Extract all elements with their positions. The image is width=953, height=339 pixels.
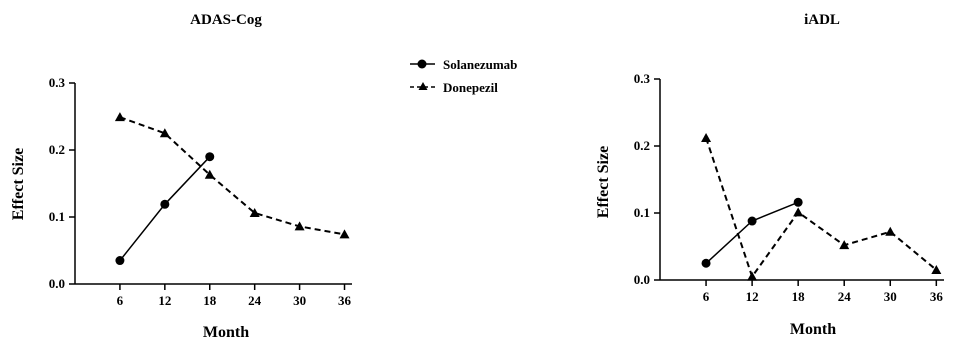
chart-title: iADL <box>804 12 840 28</box>
data-point-donepezil <box>249 207 260 217</box>
data-point-donepezil <box>114 112 125 122</box>
x-tick-label: 24 <box>248 293 262 308</box>
x-tick-label: 36 <box>930 289 944 304</box>
x-tick-label: 18 <box>203 293 217 308</box>
data-point-donepezil <box>339 229 350 239</box>
data-point-donepezil <box>793 207 804 217</box>
y-tick-label: 0.0 <box>634 272 650 287</box>
y-tick-label: 0.3 <box>634 71 651 86</box>
series-line-donepezil <box>119 116 345 236</box>
data-point-solanezumab <box>701 258 711 268</box>
data-point-solanezumab <box>160 199 170 209</box>
legend-label: Solanezumab <box>443 57 517 72</box>
x-tick-label: 36 <box>338 293 352 308</box>
data-point-donepezil <box>839 240 850 250</box>
data-point-donepezil <box>931 264 942 274</box>
data-point-solanezumab <box>747 216 757 226</box>
legend-triangle-marker <box>418 82 428 90</box>
data-point-solanezumab <box>793 197 803 207</box>
legend-label: Donepezil <box>443 80 498 95</box>
x-tick-label: 18 <box>792 289 806 304</box>
chart-iadl: iADL Month Effect Size 0.0 0.1 0.2 0.3 6 12 18… <box>595 12 944 338</box>
x-tick-label: 12 <box>158 293 171 308</box>
legend-circle-marker <box>417 59 427 69</box>
data-point-donepezil <box>294 221 305 231</box>
y-tick-label: 0.1 <box>49 209 65 224</box>
chart-adas-cog: ADAS-Cog Month Effect Size 0.0 0.1 0.2 0.3 6… <box>10 12 352 339</box>
data-point-donepezil <box>159 128 170 138</box>
data-point-solanezumab <box>115 256 125 266</box>
chart-title: ADAS-Cog <box>190 12 262 28</box>
x-tick-label: 24 <box>838 289 852 304</box>
y-tick-label: 0.3 <box>49 75 66 90</box>
x-axis-label: Month <box>790 321 836 338</box>
y-tick-label: 0.1 <box>634 205 650 220</box>
legend: Solanezumab Donepezil <box>410 57 517 95</box>
data-point-donepezil <box>885 226 896 236</box>
legend-entry-solanezumab: Solanezumab <box>410 57 517 72</box>
y-tick-label: 0.0 <box>49 276 65 291</box>
y-tick-label: 0.2 <box>49 142 65 157</box>
legend-entry-donepezil: Donepezil <box>410 80 498 95</box>
x-tick-label: 6 <box>117 293 124 308</box>
y-axis-label: Effect Size <box>10 148 27 220</box>
data-point-donepezil <box>204 169 215 179</box>
y-tick-label: 0.2 <box>634 138 650 153</box>
x-tick-label: 30 <box>293 293 306 308</box>
y-axis-label: Effect Size <box>595 146 612 218</box>
data-point-donepezil <box>747 271 758 281</box>
data-point-solanezumab <box>205 152 215 162</box>
x-tick-label: 30 <box>884 289 897 304</box>
data-point-donepezil <box>701 132 712 142</box>
x-tick-label: 12 <box>746 289 759 304</box>
x-tick-label: 6 <box>703 289 710 304</box>
series-line-donepezil <box>705 137 937 279</box>
x-axis-label: Month <box>203 324 249 339</box>
